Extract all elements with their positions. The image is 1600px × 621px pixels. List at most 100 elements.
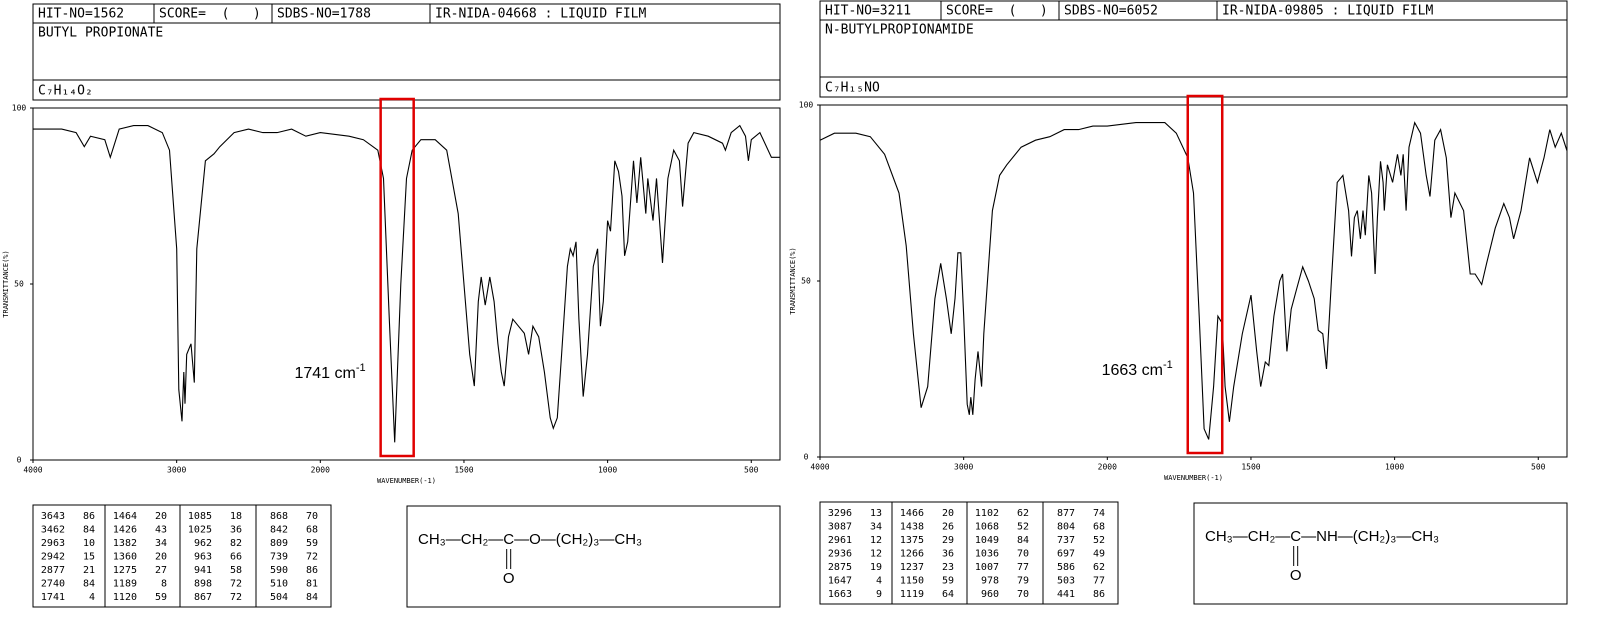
- x-tick-label: 1000: [1385, 463, 1404, 472]
- peak-transmittance: 77: [1093, 576, 1105, 587]
- peak-transmittance: 64: [942, 589, 954, 600]
- peak-table-box: [819, 501, 1119, 605]
- peak-wavenumber: 842: [270, 525, 288, 536]
- peak-transmittance: 74: [1093, 508, 1105, 519]
- peak-wavenumber: 2961: [828, 535, 852, 546]
- annotation-sup: -1: [1163, 359, 1173, 371]
- formula: C₇H₁₅NO: [825, 81, 880, 96]
- peak-wavenumber: 963: [194, 552, 212, 563]
- peak-transmittance: 59: [942, 576, 954, 587]
- peak-wavenumber: 1426: [113, 525, 137, 536]
- peak-wavenumber: 804: [1057, 522, 1075, 533]
- peak-wavenumber: 2936: [828, 549, 852, 560]
- peak-wavenumber: 1189: [113, 579, 137, 590]
- peak-wavenumber: 1741: [41, 592, 65, 603]
- peak-wavenumber: 962: [194, 538, 212, 549]
- peak-transmittance: 4: [876, 576, 882, 587]
- x-tick-label: 1500: [454, 466, 473, 475]
- header-field: IR-NIDA-04668 : LIQUID FILM: [435, 7, 646, 22]
- y-tick-label: 100: [799, 101, 814, 110]
- spectrum-panel: HIT-NO=1562 SCORE= ( ) SDBS-NO=1788 IR-NIDA…: [2, 3, 781, 608]
- x-axis-label: WAVENUMBER(-1): [377, 477, 436, 485]
- highlight-box: [1186, 94, 1224, 455]
- peak-transmittance: 15: [83, 552, 95, 563]
- peak-annotation: 1663 cm-1: [1102, 359, 1173, 379]
- peak-wavenumber: 2963: [41, 538, 65, 549]
- x-tick-label: 500: [1531, 463, 1546, 472]
- y-tick-label: 0: [17, 456, 22, 465]
- header-field: SDBS-NO=6052: [1064, 4, 1158, 19]
- peak-transmittance: 70: [1017, 589, 1029, 600]
- peak-wavenumber: 1120: [113, 592, 137, 603]
- peak-transmittance: 86: [1093, 589, 1105, 600]
- peak-wavenumber: 1466: [900, 508, 924, 519]
- header-field: SCORE= ( ): [946, 4, 1048, 19]
- annotation-text: 1663 cm: [1102, 362, 1163, 379]
- x-tick-label: 1000: [598, 466, 617, 475]
- peak-wavenumber: 503: [1057, 576, 1075, 587]
- peak-wavenumber: 510: [270, 579, 288, 590]
- header-box: [32, 3, 781, 101]
- peak-transmittance: 81: [306, 579, 318, 590]
- peak-wavenumber: 590: [270, 565, 288, 576]
- peak-wavenumber: 1275: [113, 565, 137, 576]
- peak-transmittance: 84: [83, 579, 95, 590]
- header-field: SDBS-NO=1788: [277, 7, 371, 22]
- x-tick-label: 500: [744, 466, 759, 475]
- header-field: SCORE= ( ): [159, 7, 261, 22]
- peak-transmittance: 19: [870, 562, 882, 573]
- peak-wavenumber: 504: [270, 592, 288, 603]
- peak-transmittance: 68: [306, 525, 318, 536]
- x-tick-label: 3000: [167, 466, 186, 475]
- header-box: [819, 0, 1568, 98]
- peak-transmittance: 86: [83, 511, 95, 522]
- structure-text: —NH—(CH₂)₃—CH₃: [1301, 528, 1439, 545]
- peak-wavenumber: 1464: [113, 511, 137, 522]
- peak-annotation: 1741 cm-1: [294, 362, 365, 382]
- peak-wavenumber: 898: [194, 579, 212, 590]
- peak-wavenumber: 1647: [828, 576, 852, 587]
- peak-transmittance: 68: [1093, 522, 1105, 533]
- peak-wavenumber: 1150: [900, 576, 924, 587]
- peak-transmittance: 49: [1093, 549, 1105, 560]
- y-axis-label: TRANSMITTANCE(%): [789, 247, 797, 314]
- peak-transmittance: 34: [155, 538, 167, 549]
- peak-transmittance: 62: [1017, 508, 1029, 519]
- peak-wavenumber: 441: [1057, 589, 1075, 600]
- y-tick-label: 50: [14, 280, 24, 289]
- peak-wavenumber: 1102: [975, 508, 999, 519]
- peak-wavenumber: 867: [194, 592, 212, 603]
- peak-transmittance: 77: [1017, 562, 1029, 573]
- x-tick-label: 2000: [311, 466, 330, 475]
- peak-transmittance: 27: [155, 565, 167, 576]
- structure-box: [1193, 502, 1568, 605]
- peak-transmittance: 29: [942, 535, 954, 546]
- peak-wavenumber: 868: [270, 511, 288, 522]
- peak-transmittance: 72: [306, 552, 318, 563]
- spectrum-line: [33, 124, 780, 443]
- peak-transmittance: 26: [942, 522, 954, 533]
- structure-text: —O—(CH₂)₃—CH₃: [514, 531, 642, 548]
- structure-box: [406, 505, 781, 608]
- peak-wavenumber: 3087: [828, 522, 852, 533]
- peak-wavenumber: 739: [270, 552, 288, 563]
- peak-transmittance: 84: [1017, 535, 1029, 546]
- peak-wavenumber: 3462: [41, 525, 65, 536]
- peak-transmittance: 72: [230, 592, 242, 603]
- peak-transmittance: 12: [870, 535, 882, 546]
- formula: C₇H₁₄O₂: [38, 84, 93, 99]
- peak-wavenumber: 1119: [900, 589, 924, 600]
- y-tick-label: 50: [801, 277, 811, 286]
- peak-wavenumber: 941: [194, 565, 212, 576]
- peak-transmittance: 20: [942, 508, 954, 519]
- compound-name: N-BUTYLPROPIONAMIDE: [825, 23, 974, 38]
- plot-frame: [32, 107, 781, 461]
- peak-transmittance: 70: [1017, 549, 1029, 560]
- peak-transmittance: 20: [155, 511, 167, 522]
- peak-wavenumber: 2877: [41, 565, 65, 576]
- peak-wavenumber: 1036: [975, 549, 999, 560]
- peak-transmittance: 36: [942, 549, 954, 560]
- peak-wavenumber: 1382: [113, 538, 137, 549]
- peak-wavenumber: 960: [981, 589, 999, 600]
